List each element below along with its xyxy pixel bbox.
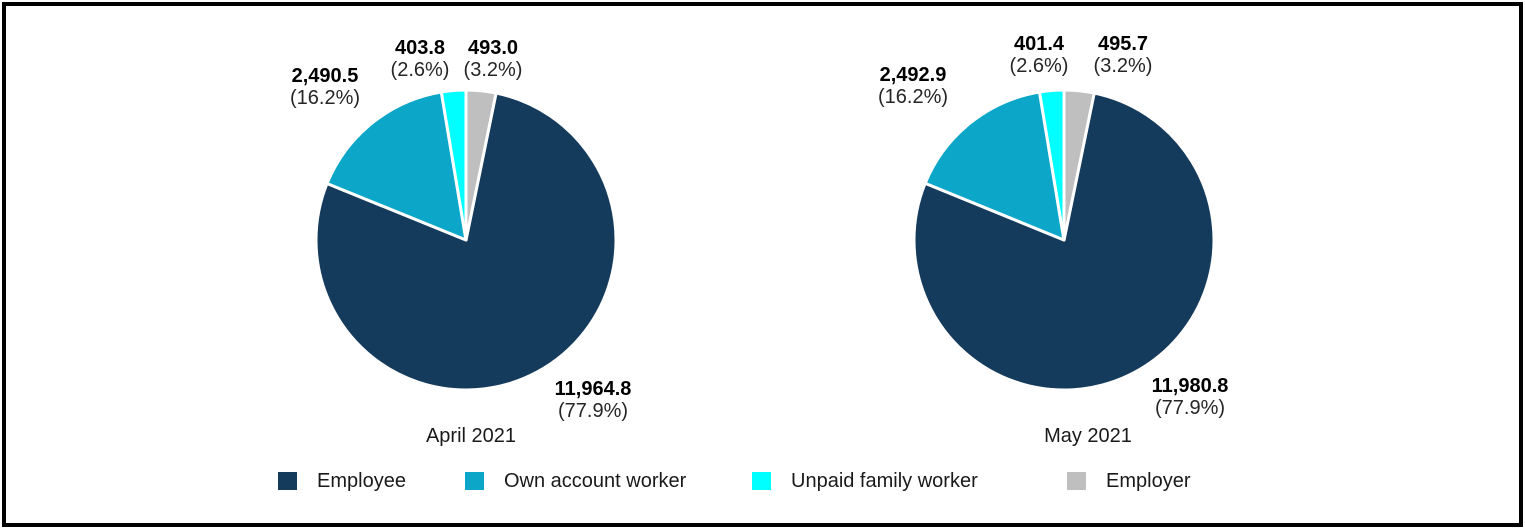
label-value: 403.8 xyxy=(394,37,446,59)
label-value: 2,492.9 xyxy=(879,64,947,86)
label-percent: (3.2%) xyxy=(463,59,523,81)
pie-slice-employee xyxy=(314,91,618,392)
legend-item-employee: Employee xyxy=(278,470,406,492)
label-value: 493.0 xyxy=(467,37,519,59)
label-unpaid-family-april: 403.8 (2.6%) xyxy=(391,37,450,81)
pie-slice-employer xyxy=(1062,88,1096,242)
label-value: 495.7 xyxy=(1097,33,1149,55)
legend-swatch-unpaid-family-worker xyxy=(752,472,771,490)
label-value: 11,964.8 xyxy=(554,378,632,400)
label-percent: (16.2%) xyxy=(289,87,361,109)
label-percent: (77.9%) xyxy=(557,400,629,422)
chart-title-april: April 2021 xyxy=(425,425,517,447)
label-percent: (2.6%) xyxy=(1009,55,1069,77)
legend-swatch-own-account-worker xyxy=(465,472,484,490)
pie-slice-employee xyxy=(912,91,1216,392)
label-percent: (77.9%) xyxy=(1154,397,1226,419)
label-value: 2,490.5 xyxy=(291,65,359,87)
label-percent: (2.6%) xyxy=(390,59,450,81)
label-employer-may: 495.7 (3.2%) xyxy=(1094,33,1153,77)
legend-label: Unpaid family worker xyxy=(791,469,978,492)
legend-item-own-account-worker: Own account worker xyxy=(465,470,686,492)
legend-swatch-employer xyxy=(1067,472,1086,490)
pie-chart-april-2021 xyxy=(314,88,618,392)
chart-title-may: May 2021 xyxy=(1044,425,1132,447)
label-employee-may: 11,980.8 (77.9%) xyxy=(1152,375,1229,419)
label-percent: (3.2%) xyxy=(1093,55,1153,77)
label-employer-april: 493.0 (3.2%) xyxy=(464,37,523,81)
pie-slice-own-account-worker xyxy=(923,90,1066,242)
label-value: 401.4 xyxy=(1013,33,1065,55)
legend-label: Own account worker xyxy=(504,469,687,492)
legend-label: Employee xyxy=(317,469,406,492)
label-unpaid-family-may: 401.4 (2.6%) xyxy=(1010,33,1069,77)
label-percent: (16.2%) xyxy=(877,86,949,108)
pie-slice-employer xyxy=(464,88,498,242)
legend-swatch-employee xyxy=(278,472,297,490)
label-employee-april: 11,964.8 (77.9%) xyxy=(555,378,632,422)
pie-slice-own-account-worker xyxy=(325,90,468,242)
legend-label: Employer xyxy=(1106,469,1191,492)
pie-chart-may-2021 xyxy=(912,88,1216,392)
label-own-account-may: 2,492.9 (16.2%) xyxy=(878,64,948,108)
legend-item-unpaid-family-worker: Unpaid family worker xyxy=(752,470,978,492)
label-own-account-april: 2,490.5 (16.2%) xyxy=(290,65,360,109)
label-value: 11,980.8 xyxy=(1151,375,1229,397)
legend-item-employer: Employer xyxy=(1067,470,1190,492)
